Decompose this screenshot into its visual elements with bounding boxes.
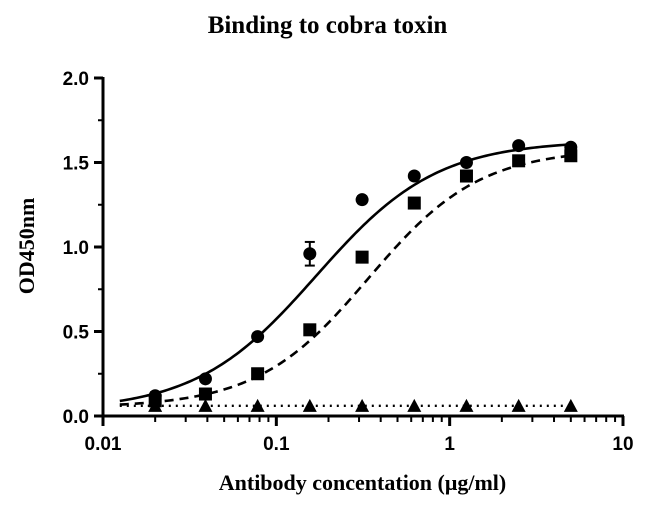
data-point-triangle [407,398,422,412]
data-point-square [564,149,578,163]
x-tick-label: 0.01 [85,434,122,455]
y-tick-label: 2.0 [63,69,89,90]
fit-curve-circle [119,142,574,403]
y-tick-label: 1.5 [63,154,90,175]
data-point-triangle [355,398,370,412]
data-point-circle [407,169,421,183]
x-axis-label: Antibody concentation (μg/ml) [218,470,507,495]
data-point-circle [459,156,473,169]
data-point-circle [198,372,212,386]
y-tick-label: 0.0 [63,407,89,428]
x-tick-label: 1 [444,434,455,455]
data-point-triangle [459,398,474,412]
data-point-circle [355,193,369,207]
data-point-square [355,250,369,264]
data-point-triangle [250,398,265,412]
data-point-triangle [511,398,526,412]
data-point-square [303,323,317,337]
data-point-circle [303,247,317,261]
data-point-circle [251,330,265,344]
data-point-square [407,196,421,210]
data-point-square [512,154,526,168]
chart-title: Binding to cobra toxin [207,12,448,39]
data-point-square [459,169,473,183]
data-point-square [198,387,212,401]
data-point-circle [512,139,526,153]
data-point-triangle [198,398,213,412]
data-point-triangle [563,398,578,412]
fit-curve-square [119,154,574,406]
y-tick-label: 1.0 [63,238,89,259]
data-point-triangle [148,398,163,412]
x-tick-label: 10 [612,434,633,455]
y-tick-label: 0.5 [63,323,90,344]
x-tick-label: 0.1 [263,434,290,455]
data-point-triangle [302,398,317,412]
data-point-square [251,367,265,381]
